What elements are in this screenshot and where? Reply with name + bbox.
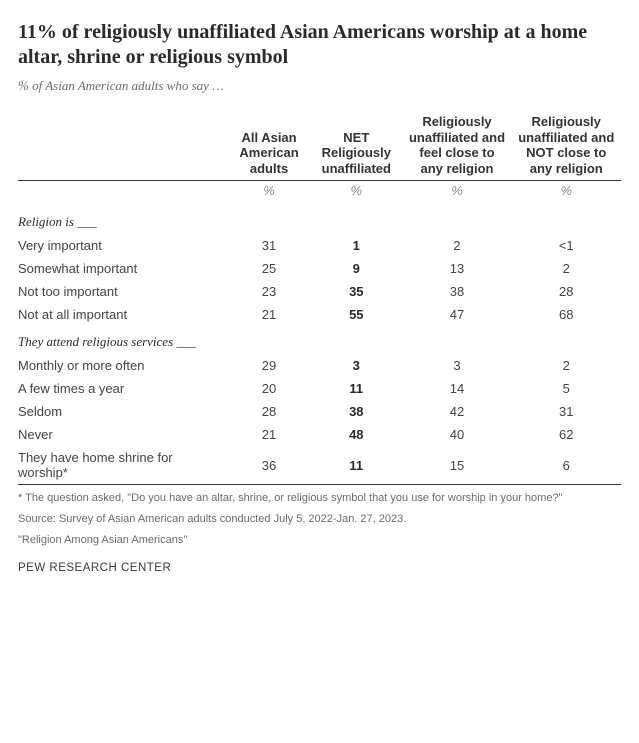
cell: 6 [511,446,621,485]
cell: 3 [403,354,512,377]
table-row: They have home shrine for worship*361115… [18,446,621,485]
row-label: Very important [18,234,228,257]
cell: 23 [228,280,310,303]
cell: 2 [403,234,512,257]
cell: 21 [228,303,310,326]
header-col-2: NET Religiously unaffiliated [310,110,402,181]
section-header: Religion is ___ [18,206,621,234]
row-label: Never [18,423,228,446]
cell: 11 [310,446,402,485]
row-label: A few times a year [18,377,228,400]
cell: 21 [228,423,310,446]
table-row: Very important3112<1 [18,234,621,257]
pct-2: % [310,181,402,207]
cell: 36 [228,446,310,485]
row-label: Monthly or more often [18,354,228,377]
cell: 38 [403,280,512,303]
cell: 2 [511,354,621,377]
pct-4: % [511,181,621,207]
row-label: Not too important [18,280,228,303]
table-row: Not too important23353828 [18,280,621,303]
table-row: A few times a year2011145 [18,377,621,400]
cell: 15 [403,446,512,485]
data-table: All Asian American adults NET Religiousl… [18,110,621,485]
section-header: They attend religious services ___ [18,326,621,354]
footnote-report: "Religion Among Asian Americans" [18,533,621,548]
table-body: Religion is ___Very important3112<1Somew… [18,206,621,485]
cell: 48 [310,423,402,446]
table-row: Never21484062 [18,423,621,446]
cell: 3 [310,354,402,377]
footnote-asterisk: * The question asked, "Do you have an al… [18,491,621,506]
row-label: Somewhat important [18,257,228,280]
row-label: Not at all important [18,303,228,326]
header-col-3: Religiously unaffiliated and feel close … [403,110,512,181]
cell: 5 [511,377,621,400]
header-blank [18,110,228,181]
cell: 55 [310,303,402,326]
pct-3: % [403,181,512,207]
cell: 2 [511,257,621,280]
cell: 28 [511,280,621,303]
cell: 14 [403,377,512,400]
table-row: Seldom28384231 [18,400,621,423]
pct-row: % % % % [18,181,621,207]
cell: 40 [403,423,512,446]
cell: 31 [511,400,621,423]
footnote-source: Source: Survey of Asian American adults … [18,512,621,527]
cell: 38 [310,400,402,423]
cell: 68 [511,303,621,326]
header-col-4: Religiously unaffiliated and NOT close t… [511,110,621,181]
cell: <1 [511,234,621,257]
cell: 28 [228,400,310,423]
cell: 13 [403,257,512,280]
header-col-1: All Asian American adults [228,110,310,181]
table-row: Somewhat important259132 [18,257,621,280]
cell: 29 [228,354,310,377]
page-subtitle: % of Asian American adults who say … [18,78,621,94]
cell: 35 [310,280,402,303]
cell: 20 [228,377,310,400]
cell: 25 [228,257,310,280]
footer-brand: PEW RESEARCH CENTER [18,562,621,574]
cell: 31 [228,234,310,257]
cell: 47 [403,303,512,326]
cell: 9 [310,257,402,280]
table-row: Monthly or more often29332 [18,354,621,377]
row-label: Seldom [18,400,228,423]
cell: 1 [310,234,402,257]
cell: 62 [511,423,621,446]
section-header-label: They attend religious services ___ [18,326,621,354]
cell: 11 [310,377,402,400]
page-title: 11% of religiously unaffiliated Asian Am… [18,20,621,70]
table-row: Not at all important21554768 [18,303,621,326]
row-label: They have home shrine for worship* [18,446,228,485]
header-row: All Asian American adults NET Religiousl… [18,110,621,181]
cell: 42 [403,400,512,423]
section-header-label: Religion is ___ [18,206,621,234]
pct-1: % [228,181,310,207]
